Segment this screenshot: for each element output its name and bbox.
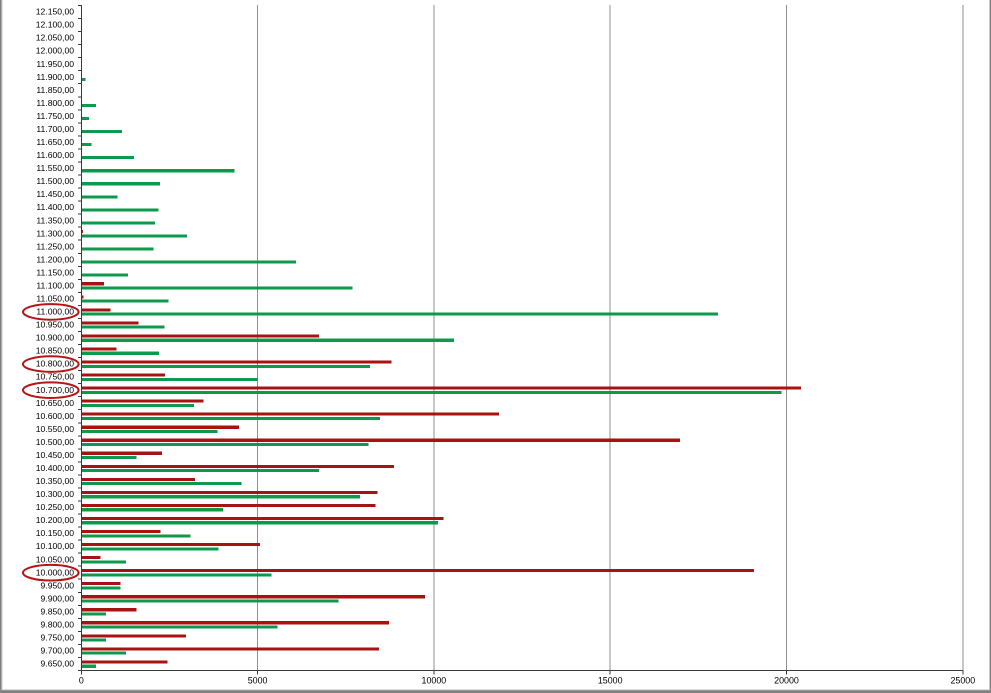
svg-text:11.050,00: 11.050,00 — [36, 293, 74, 303]
svg-text:10.800,00: 10.800,00 — [36, 359, 74, 369]
svg-text:10.700,00: 10.700,00 — [36, 385, 74, 395]
svg-text:11.550,00: 11.550,00 — [36, 163, 74, 173]
svg-text:10.200,00: 10.200,00 — [36, 515, 74, 525]
svg-text:9.950,00: 9.950,00 — [41, 580, 75, 590]
svg-text:5000: 5000 — [248, 676, 268, 686]
svg-text:11.450,00: 11.450,00 — [36, 189, 74, 199]
svg-text:10.000,00: 10.000,00 — [36, 567, 74, 577]
svg-text:9.650,00: 9.650,00 — [41, 659, 75, 669]
svg-text:10.900,00: 10.900,00 — [36, 333, 74, 343]
svg-text:11.350,00: 11.350,00 — [36, 215, 74, 225]
svg-text:12.000,00: 12.000,00 — [36, 46, 74, 56]
svg-text:10.050,00: 10.050,00 — [36, 554, 74, 564]
svg-text:20000: 20000 — [774, 676, 799, 686]
svg-text:10.750,00: 10.750,00 — [36, 372, 74, 382]
svg-text:11.900,00: 11.900,00 — [36, 72, 74, 82]
svg-text:9.750,00: 9.750,00 — [41, 633, 75, 643]
svg-text:11.750,00: 11.750,00 — [36, 111, 74, 121]
svg-text:10.150,00: 10.150,00 — [36, 528, 74, 538]
svg-text:11.600,00: 11.600,00 — [36, 150, 74, 160]
svg-text:11.100,00: 11.100,00 — [36, 280, 74, 290]
svg-text:11.950,00: 11.950,00 — [36, 59, 74, 69]
svg-text:9.900,00: 9.900,00 — [41, 593, 75, 603]
svg-text:10.650,00: 10.650,00 — [36, 398, 74, 408]
svg-text:15000: 15000 — [598, 676, 623, 686]
svg-text:10.850,00: 10.850,00 — [36, 346, 74, 356]
svg-text:11.500,00: 11.500,00 — [36, 176, 74, 186]
svg-text:0: 0 — [79, 676, 84, 686]
svg-text:11.800,00: 11.800,00 — [36, 98, 74, 108]
svg-text:10.600,00: 10.600,00 — [36, 411, 74, 421]
svg-text:10.300,00: 10.300,00 — [36, 489, 74, 499]
svg-text:10.350,00: 10.350,00 — [36, 476, 74, 486]
svg-text:10.250,00: 10.250,00 — [36, 502, 74, 512]
svg-text:10.500,00: 10.500,00 — [36, 437, 74, 447]
svg-text:12.050,00: 12.050,00 — [36, 33, 74, 43]
svg-text:10.550,00: 10.550,00 — [36, 424, 74, 434]
svg-text:10.450,00: 10.450,00 — [36, 450, 74, 460]
svg-text:11.650,00: 11.650,00 — [36, 137, 74, 147]
svg-text:10000: 10000 — [422, 676, 447, 686]
svg-text:9.800,00: 9.800,00 — [41, 619, 75, 629]
svg-text:10.950,00: 10.950,00 — [36, 320, 74, 330]
svg-text:9.700,00: 9.700,00 — [41, 646, 75, 656]
svg-text:11.250,00: 11.250,00 — [36, 241, 74, 251]
svg-text:9.850,00: 9.850,00 — [41, 606, 75, 616]
svg-text:11.700,00: 11.700,00 — [36, 124, 74, 134]
svg-text:11.850,00: 11.850,00 — [36, 85, 74, 95]
svg-text:11.150,00: 11.150,00 — [36, 267, 74, 277]
svg-text:11.300,00: 11.300,00 — [36, 228, 74, 238]
svg-text:10.400,00: 10.400,00 — [36, 463, 74, 473]
svg-text:11.400,00: 11.400,00 — [36, 202, 74, 212]
svg-text:12.150,00: 12.150,00 — [36, 7, 74, 17]
svg-text:12.100,00: 12.100,00 — [36, 20, 74, 30]
svg-text:11.200,00: 11.200,00 — [36, 254, 74, 264]
svg-text:10.100,00: 10.100,00 — [36, 541, 74, 551]
svg-text:25000: 25000 — [950, 676, 975, 686]
svg-text:11.000,00: 11.000,00 — [36, 307, 74, 317]
